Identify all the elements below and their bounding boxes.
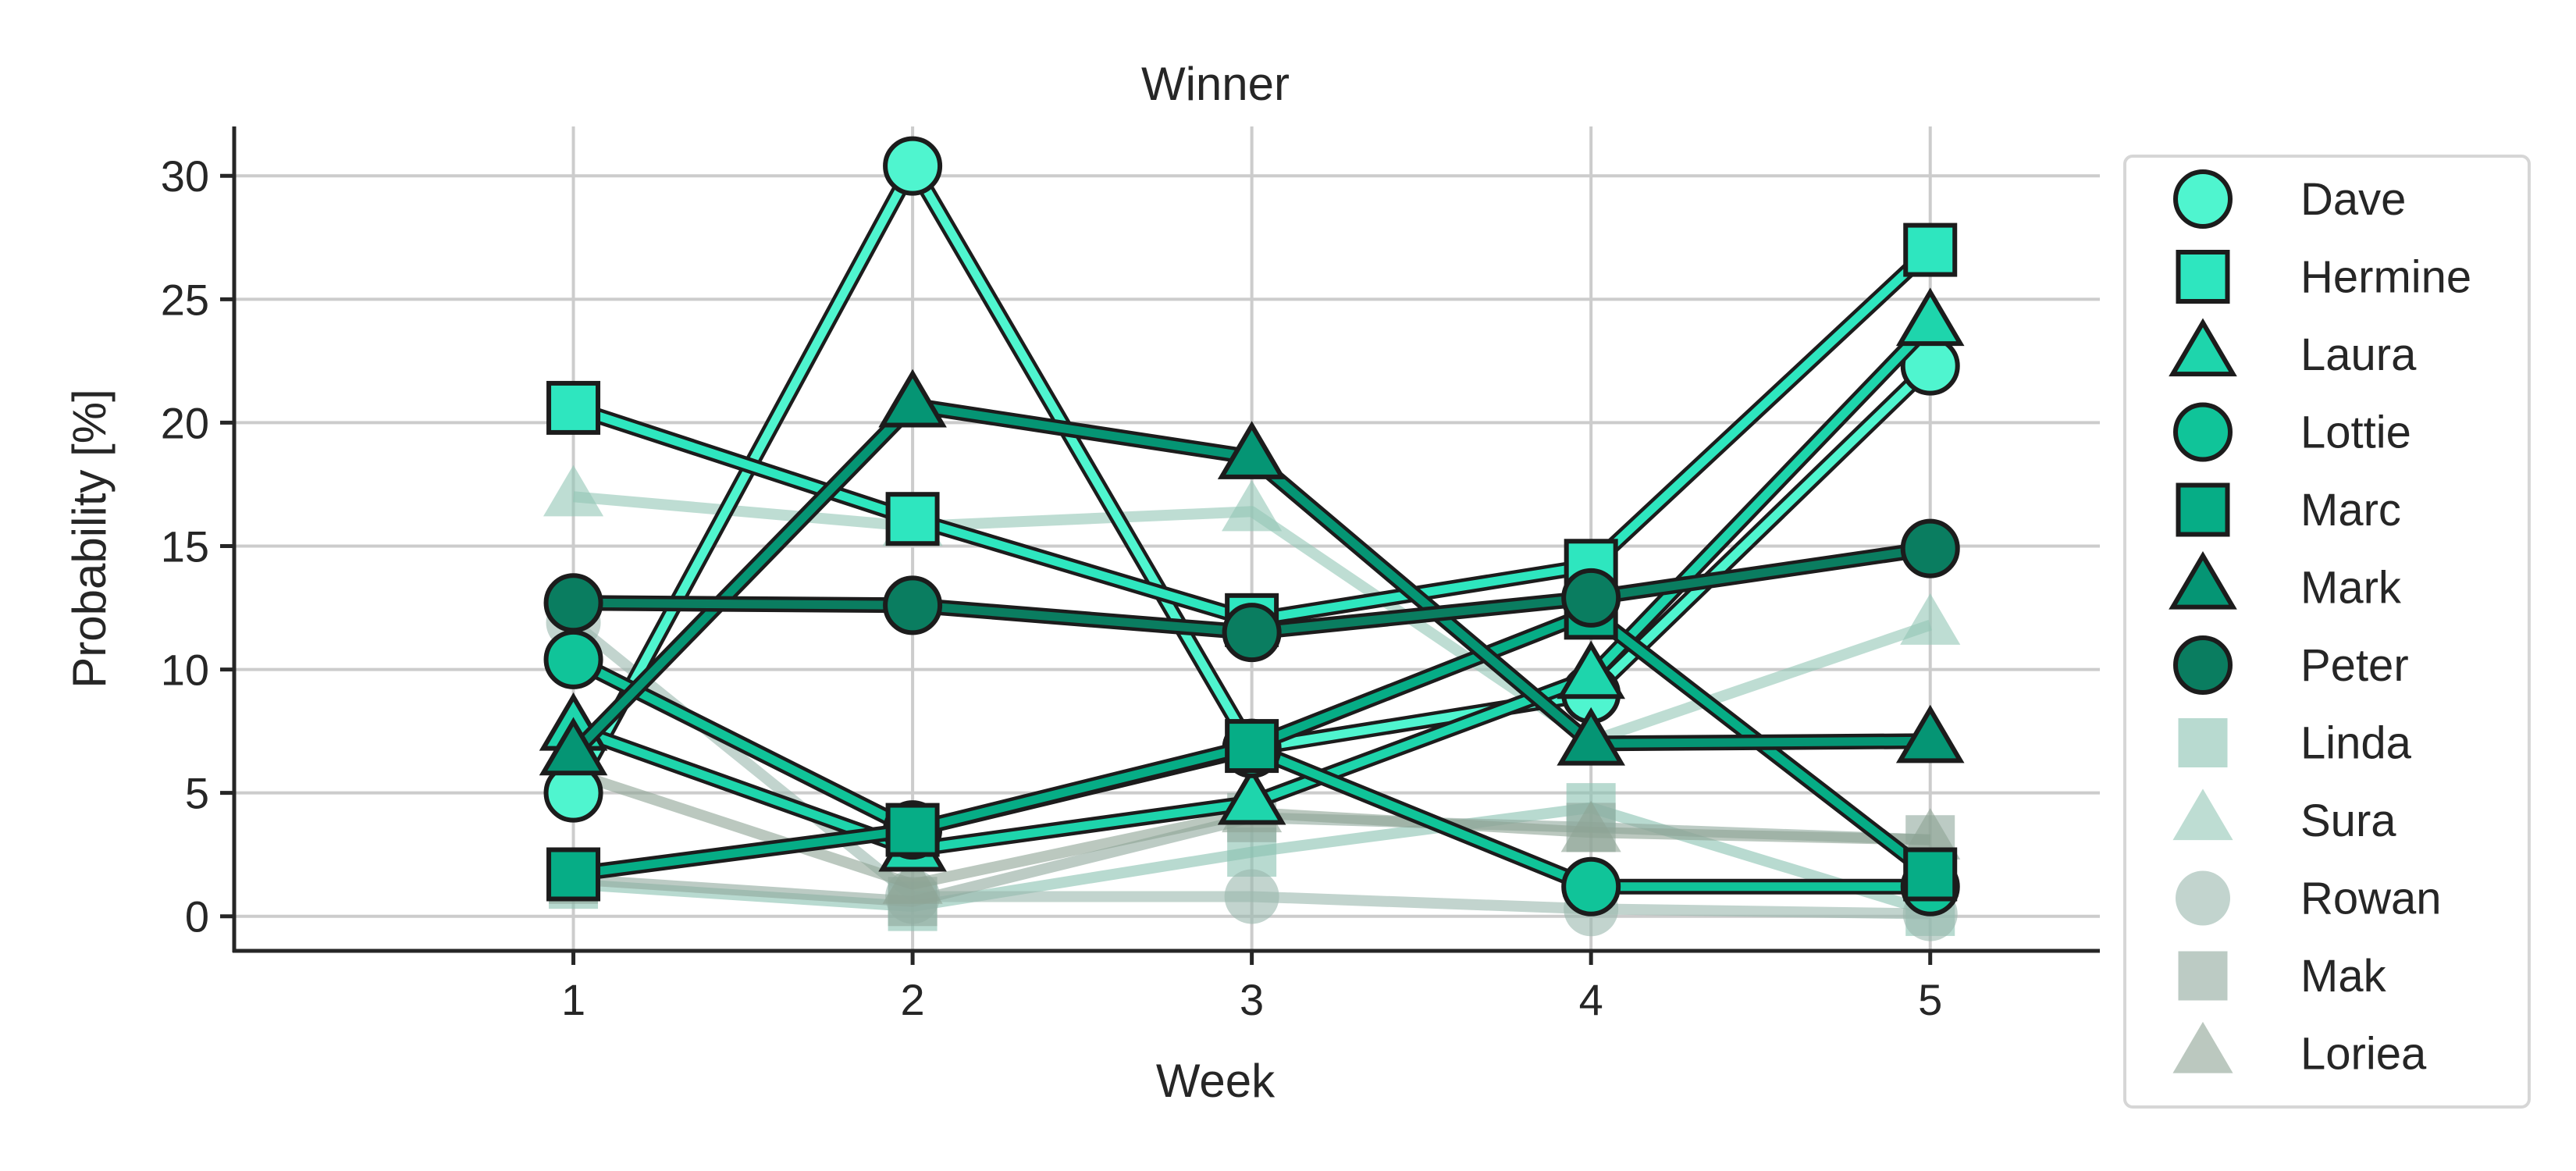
data-point xyxy=(885,492,940,546)
legend-label: Sura xyxy=(2300,795,2396,846)
legend-marker xyxy=(2176,250,2230,304)
data-point xyxy=(1561,856,1621,917)
legend-marker xyxy=(2173,169,2233,229)
data-point xyxy=(1217,421,1286,479)
axes: 1 2 3 4 5 0 5 10 15 20 25 30 xyxy=(161,126,2100,1024)
legend-item-mark: Mark xyxy=(2169,550,2402,614)
data-point xyxy=(543,629,603,689)
legend-marker xyxy=(2172,1021,2233,1073)
data-point xyxy=(1903,847,1958,902)
data-point xyxy=(1900,593,1961,645)
y-tick-label: 15 xyxy=(161,521,209,571)
legend-label: Peter xyxy=(2300,640,2409,691)
legend-item-laura: Laura xyxy=(2169,318,2417,380)
legend-item-loriea: Loriea xyxy=(2172,1021,2427,1080)
y-tick-label: 10 xyxy=(161,646,209,695)
legend-label: Dave xyxy=(2300,174,2406,225)
legend-item-mak: Mak xyxy=(2178,951,2387,1002)
legend: Dave Hermine Laura Lottie Marc Mark Peter Linda… xyxy=(2123,155,2531,1109)
x-tick-label: 1 xyxy=(561,975,585,1024)
highlighted-series xyxy=(539,136,1965,917)
data-point xyxy=(546,380,601,435)
legend-item-lottie: Lottie xyxy=(2173,402,2411,462)
y-axis-label: Probability [%] xyxy=(63,389,116,689)
legend-marker xyxy=(2176,870,2230,926)
legend-item-marc: Marc xyxy=(2176,482,2401,537)
chart-title: Winner xyxy=(1141,58,1290,110)
legend-label: Loriea xyxy=(2300,1029,2427,1080)
x-tick-label: 4 xyxy=(1579,975,1603,1024)
data-point xyxy=(1900,808,1961,860)
legend-marker xyxy=(2172,788,2233,841)
x-tick-label: 3 xyxy=(1240,975,1264,1024)
legend-marker xyxy=(2178,718,2228,767)
x-axis-label: Week xyxy=(1156,1055,1276,1107)
data-point xyxy=(539,717,608,776)
data-point xyxy=(1895,287,1965,347)
data-point xyxy=(1903,222,1958,277)
legend-marker xyxy=(2173,635,2233,695)
data-point xyxy=(878,368,947,428)
y-tick-label: 5 xyxy=(185,769,209,818)
legend-item-dave: Dave xyxy=(2173,169,2406,229)
legend-label: Lottie xyxy=(2300,408,2411,458)
legend-item-rowan: Rowan xyxy=(2176,870,2442,926)
data-point xyxy=(1224,869,1279,924)
y-tick-label: 25 xyxy=(161,275,209,324)
legend-label: Laura xyxy=(2300,329,2417,380)
legend-item-peter: Peter xyxy=(2173,635,2409,695)
legend-marker xyxy=(2173,402,2233,462)
data-point xyxy=(543,464,604,517)
data-point xyxy=(1561,568,1621,628)
data-point xyxy=(546,847,601,902)
legend-label: Mark xyxy=(2300,563,2402,614)
legend-marker xyxy=(2169,318,2237,377)
y-tick-label: 20 xyxy=(161,398,209,447)
series-mark xyxy=(539,368,1965,776)
legend-label: Marc xyxy=(2300,485,2401,536)
y-tick-label: 30 xyxy=(161,151,209,201)
data-point xyxy=(543,573,603,633)
data-point xyxy=(883,575,943,635)
data-point xyxy=(1217,766,1286,825)
x-tick-label: 2 xyxy=(901,975,925,1024)
data-point xyxy=(1222,479,1283,532)
legend-box xyxy=(2123,155,2531,1109)
legend-label: Mak xyxy=(2300,951,2387,1002)
data-point xyxy=(1557,640,1625,699)
data-point xyxy=(1900,518,1960,578)
legend-label: Hermine xyxy=(2300,252,2471,303)
legend-item-hermine: Hermine xyxy=(2176,250,2471,304)
data-point xyxy=(1222,603,1282,663)
data-point xyxy=(885,803,940,857)
legend-item-sura: Sura xyxy=(2172,788,2396,846)
data-point xyxy=(1557,707,1625,766)
x-tick-label: 5 xyxy=(1918,975,1942,1024)
legend-label: Linda xyxy=(2300,718,2412,769)
data-point xyxy=(1560,800,1621,852)
data-point xyxy=(883,136,943,196)
data-point xyxy=(1895,704,1965,763)
series-peter xyxy=(543,518,1960,663)
legend-marker xyxy=(2169,550,2237,610)
data-point xyxy=(1225,719,1279,774)
legend-item-linda: Linda xyxy=(2178,718,2412,769)
series-marc xyxy=(546,586,1958,902)
y-tick-label: 0 xyxy=(185,892,209,941)
legend-marker xyxy=(2178,951,2228,1001)
legend-label: Rowan xyxy=(2300,874,2442,924)
data-point xyxy=(882,852,943,904)
legend-marker xyxy=(2176,482,2230,537)
